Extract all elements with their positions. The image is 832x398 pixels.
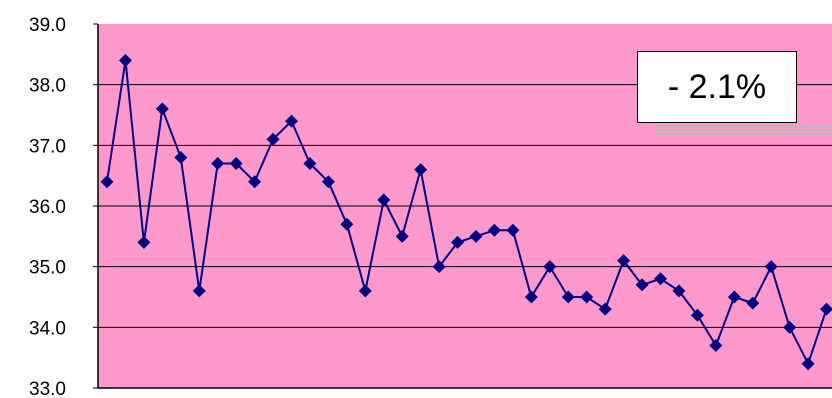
y-tick-label: 37.0 [29,136,66,157]
annotation-shadow-line [656,133,832,135]
annotation-shadow-line [656,129,832,131]
annotation-shadow-line [656,125,832,127]
change-annotation-text: - 2.1% [668,68,766,107]
change-annotation-box: - 2.1% [637,51,797,123]
y-tick-label: 33.0 [29,379,66,398]
y-tick-label: 36.0 [29,197,66,218]
y-tick-label: 34.0 [29,318,66,339]
y-tick-labels: 39.0 38.0 37.0 36.0 35.0 34.0 33.0 [29,15,66,398]
y-tick-label: 38.0 [29,76,66,97]
y-tick-label: 35.0 [29,258,66,279]
y-tick-label: 39.0 [29,15,66,36]
